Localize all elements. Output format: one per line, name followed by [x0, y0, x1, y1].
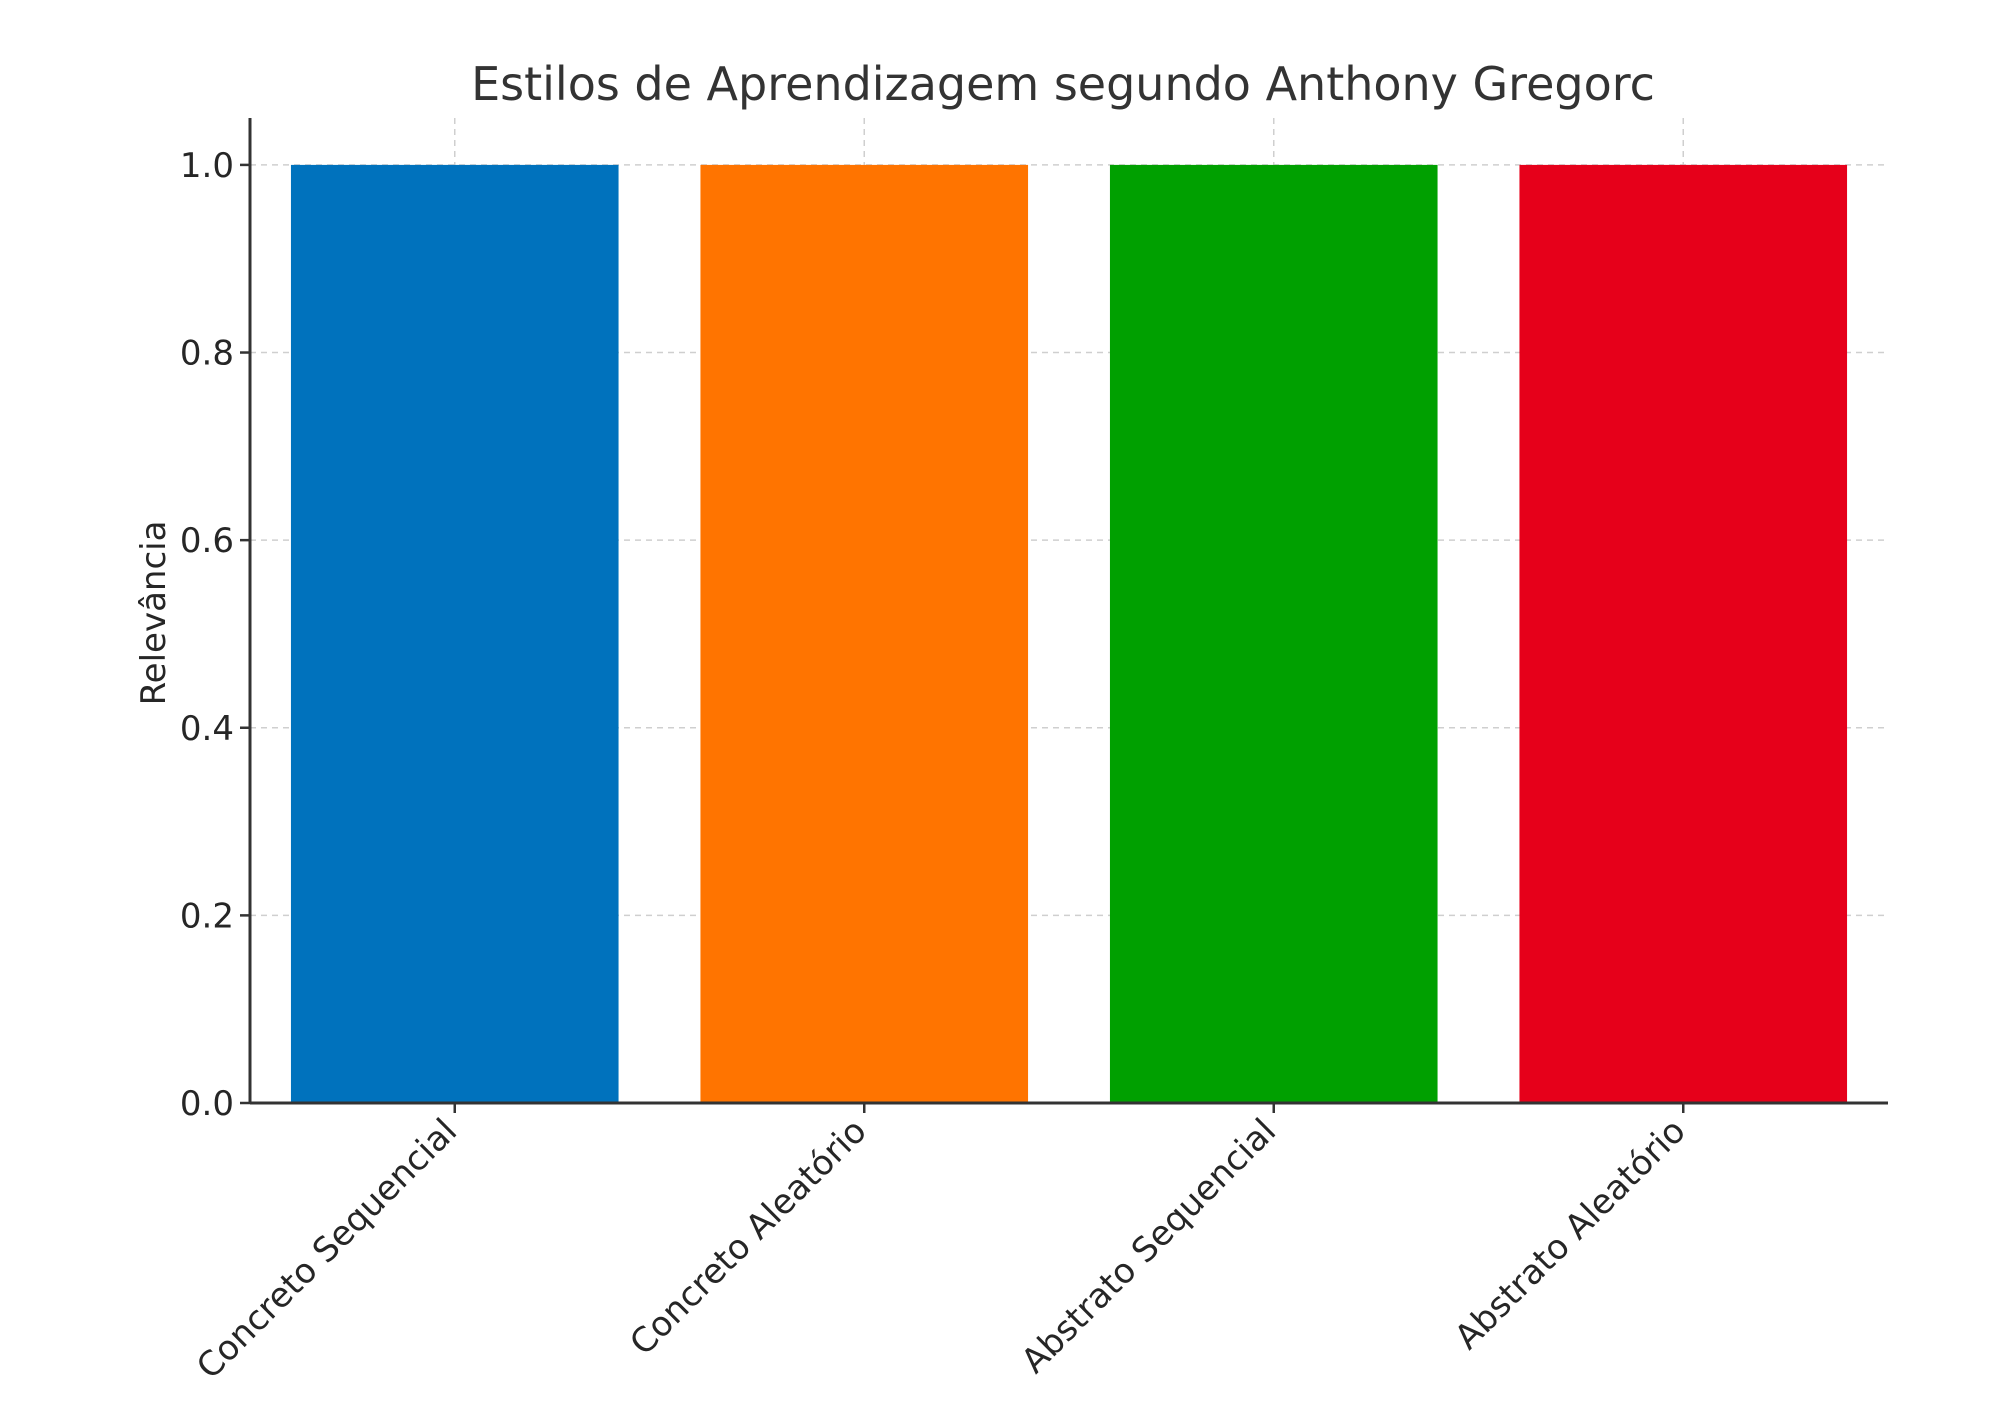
chart-title: Estilos de Aprendizagem segundo Anthony …	[471, 57, 1655, 111]
bar	[1519, 164, 1848, 1103]
x-tick-label: Abstrato Aleatório	[1447, 1111, 1693, 1357]
bar	[290, 164, 619, 1103]
y-tick-label: 0.6	[180, 521, 234, 561]
y-tick-label: 0.0	[180, 1084, 234, 1124]
y-tick-label: 0.4	[180, 709, 234, 749]
y-tick-label: 1.0	[180, 146, 234, 186]
y-axis-label: Relevância	[134, 521, 174, 706]
bar	[1109, 164, 1438, 1103]
y-tick-label: 0.8	[180, 334, 234, 374]
x-tick-label: Concreto Aleatório	[622, 1111, 874, 1363]
x-tick-label: Abstrato Sequencial	[1014, 1111, 1284, 1381]
y-tick-label: 0.2	[180, 896, 234, 936]
bars-layer	[290, 164, 1848, 1103]
bar	[700, 164, 1029, 1103]
x-tick-label: Concreto Sequencial	[189, 1111, 465, 1387]
axes-layer	[248, 118, 1888, 1105]
